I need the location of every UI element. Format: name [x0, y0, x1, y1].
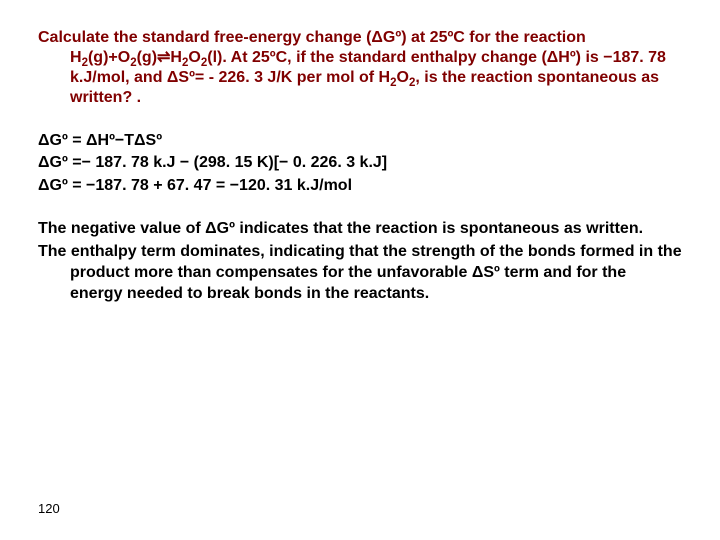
equation-line-1: ΔGº = ΔHº−TΔSº — [38, 130, 682, 152]
conclusion-para-1: The negative value of ΔGº indicates that… — [38, 219, 682, 240]
calculation-work: ΔGº = ΔHº−TΔSº ΔGº =− 187. 78 k.J − (298… — [38, 130, 682, 197]
page-number: 120 — [38, 501, 60, 516]
problem-text-2: (g)+O — [88, 49, 130, 66]
conclusion-block: The negative value of ΔGº indicates that… — [38, 219, 682, 304]
problem-text-3: (g)⇌H — [137, 49, 182, 66]
problem-text-6: O — [397, 69, 409, 86]
problem-text-4: O — [188, 49, 200, 66]
equation-line-3: ΔGº = −187. 78 + 67. 47 = −120. 31 k.J/m… — [38, 175, 682, 197]
problem-statement: Calculate the standard free-energy chang… — [38, 28, 682, 108]
equation-line-2: ΔGº =− 187. 78 k.J − (298. 15 K)[− 0. 22… — [38, 152, 682, 174]
conclusion-para-2: The enthalpy term dominates, indicating … — [38, 242, 682, 304]
